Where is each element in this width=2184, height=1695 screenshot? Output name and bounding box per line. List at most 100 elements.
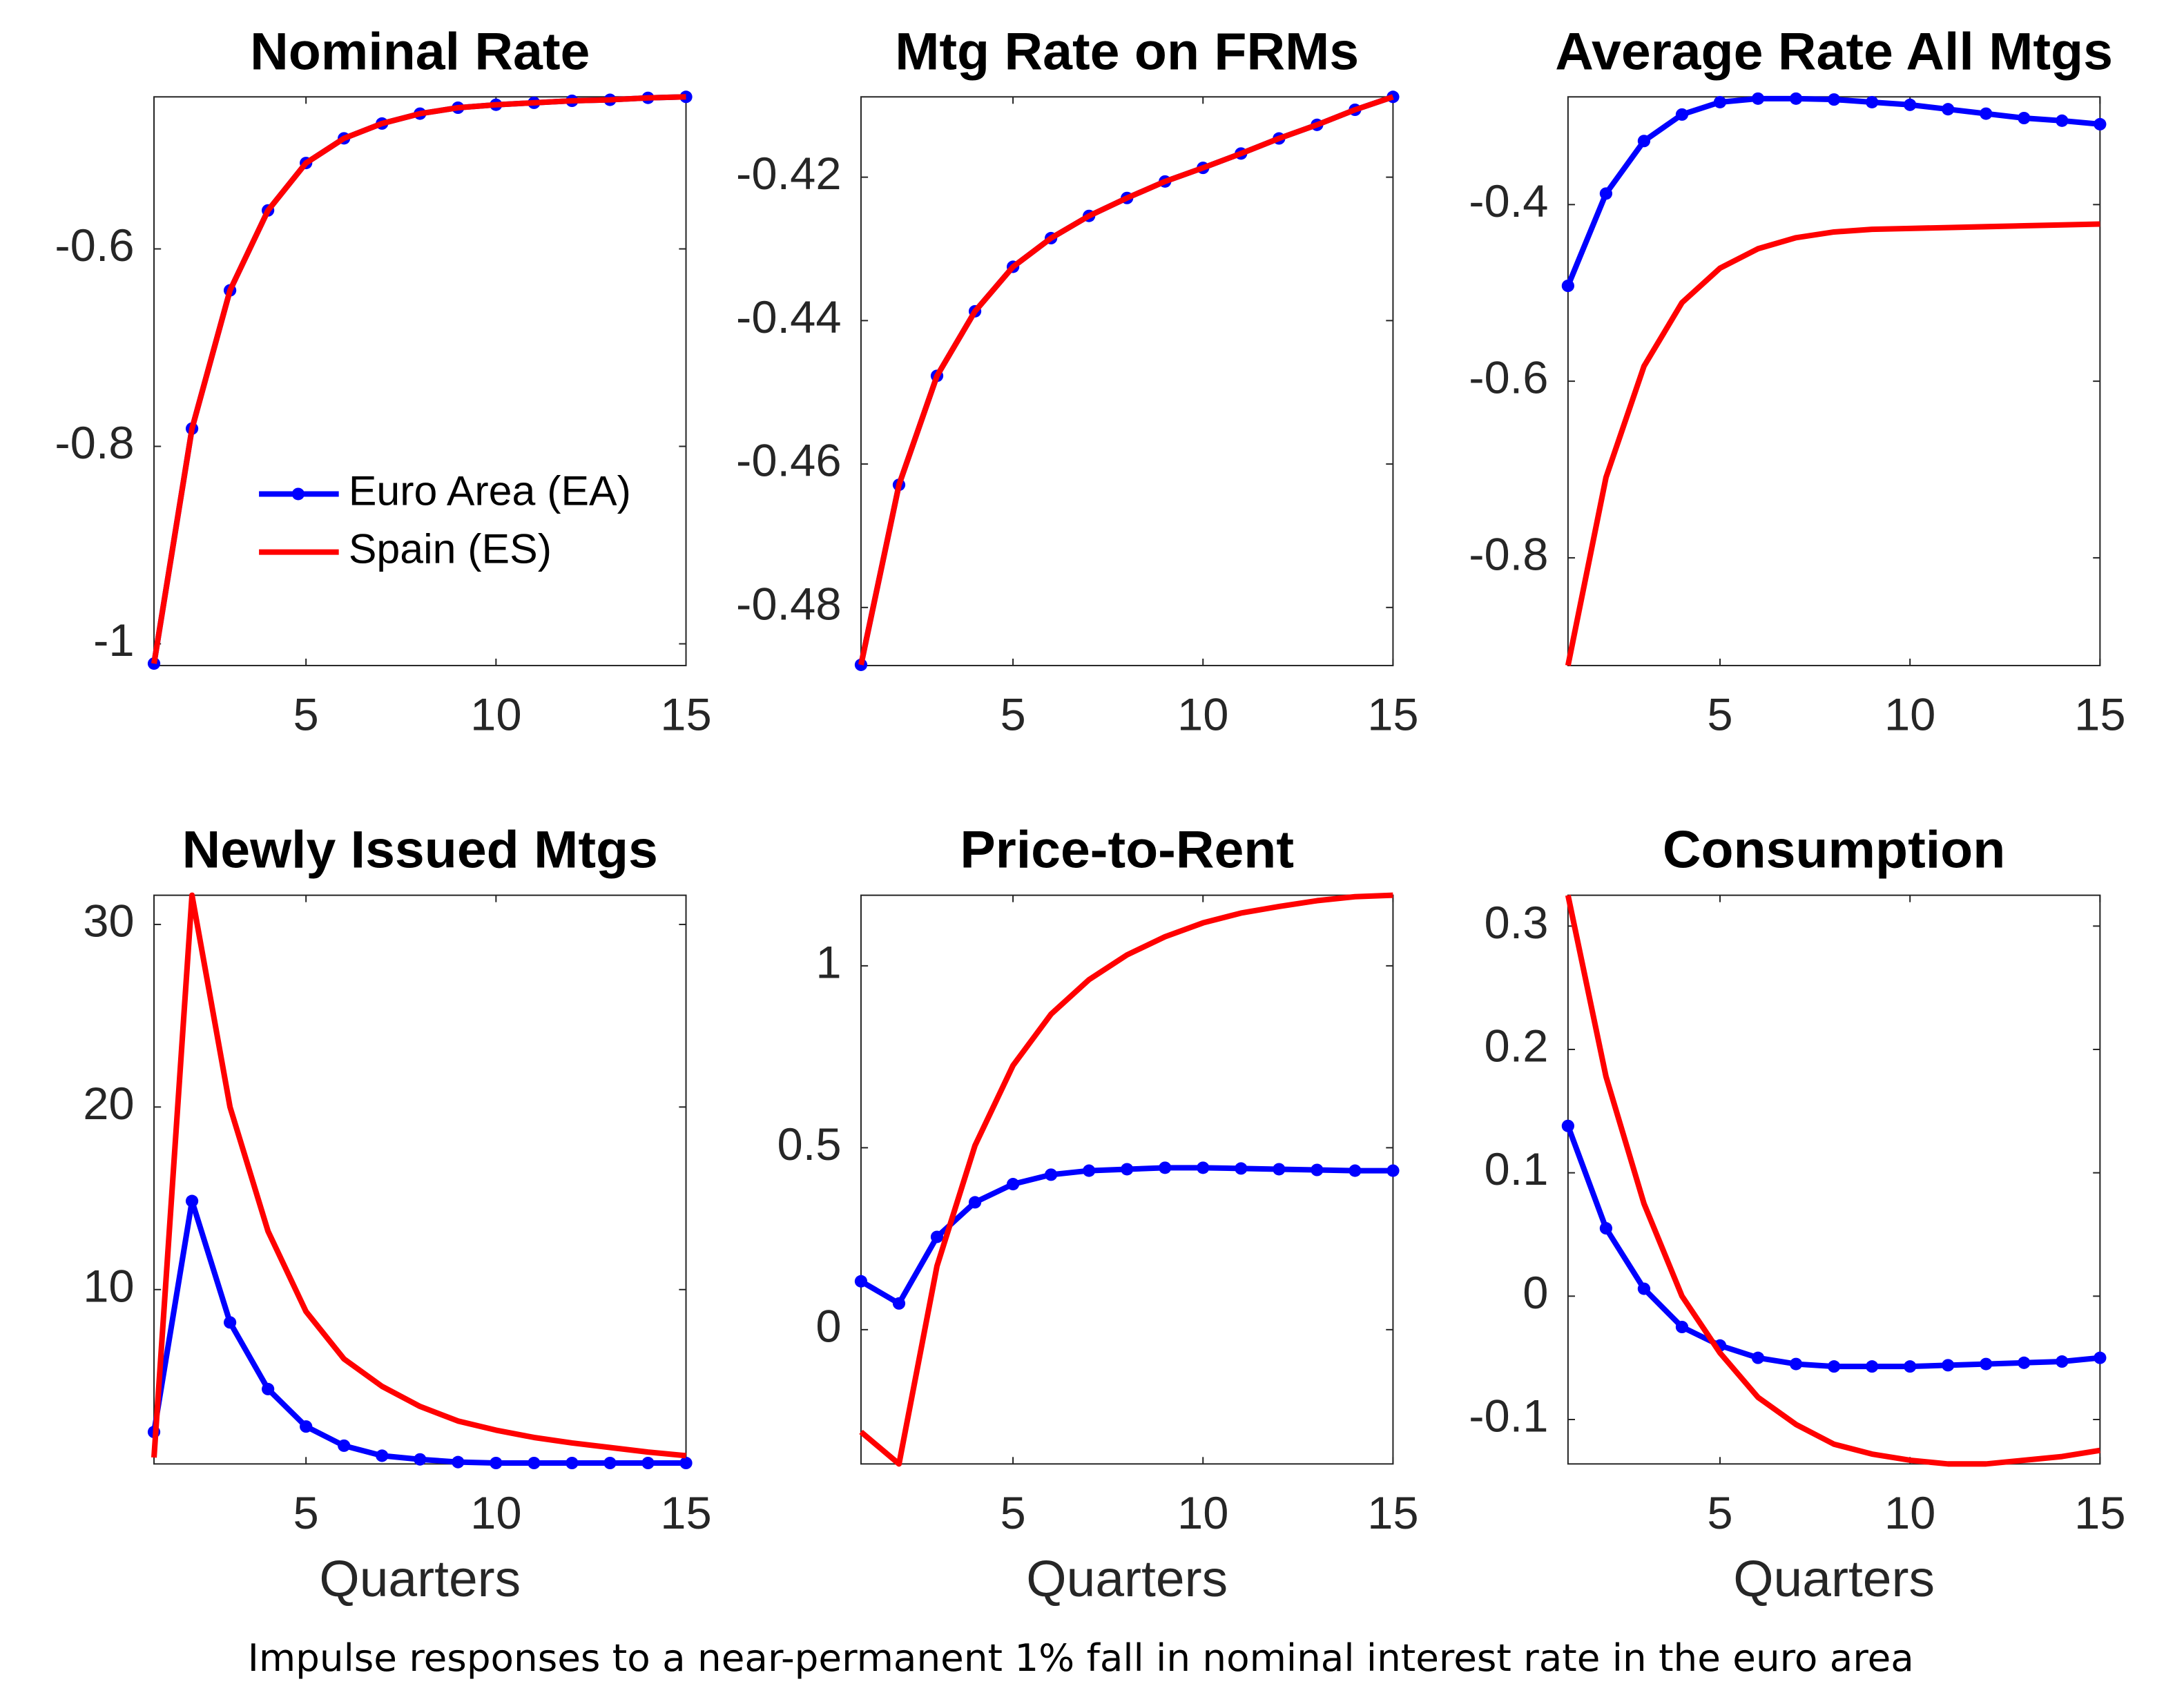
- x-tick-label: 15: [660, 690, 711, 741]
- x-tick-label: 5: [1000, 1488, 1025, 1539]
- marker: [1599, 1222, 1613, 1235]
- y-tick-label: 0.2: [1484, 1021, 1548, 1072]
- x-tick-label: 10: [1177, 1488, 1228, 1539]
- panel: Nominal Rate 5 10 15 -1 -0.8 -0.6 Euro Area (EA…: [55, 23, 711, 741]
- x-axis-label: Quarters: [1733, 1550, 1935, 1608]
- plot-area: [1567, 96, 2101, 666]
- marker: [679, 1456, 693, 1470]
- marker: [854, 1275, 868, 1288]
- x-tick-label: 5: [293, 690, 319, 741]
- marker: [892, 1297, 906, 1310]
- marker: [566, 1456, 579, 1470]
- marker: [185, 1194, 199, 1208]
- y-tick-label: 10: [83, 1261, 134, 1313]
- y-tick-label: -0.1: [1469, 1391, 1548, 1442]
- marker: [1006, 1178, 1020, 1191]
- marker: [1675, 1320, 1689, 1334]
- marker: [1349, 1164, 1362, 1177]
- chart-title: Consumption: [1663, 821, 2005, 880]
- marker: [1235, 1162, 1248, 1175]
- series-line: [1565, 221, 2100, 666]
- marker: [262, 1382, 275, 1395]
- y-tick-label: -0.42: [736, 148, 841, 200]
- marker: [2094, 117, 2107, 130]
- marker: [1942, 1359, 1955, 1372]
- y-tick-label: -0.6: [55, 220, 134, 271]
- marker: [1561, 279, 1574, 293]
- x-tick-label: 15: [1367, 1488, 1418, 1539]
- x-tick-label: 10: [1884, 690, 1935, 741]
- marker: [2094, 1351, 2107, 1364]
- marker: [223, 1316, 237, 1329]
- y-tick-label: 30: [83, 896, 134, 947]
- marker: [1942, 103, 1955, 116]
- x-tick-label: 15: [2074, 1488, 2125, 1539]
- marker: [1827, 1360, 1841, 1373]
- marker: [1561, 1119, 1574, 1132]
- marker: [338, 1439, 351, 1452]
- marker: [968, 1196, 982, 1209]
- marker: [1751, 92, 1765, 105]
- marker: [1789, 92, 1803, 105]
- series-line: [151, 892, 686, 1459]
- x-tick-label: 15: [2074, 690, 2125, 741]
- plot-area: [1567, 894, 2101, 1465]
- x-axis-label: Quarters: [1026, 1550, 1228, 1608]
- y-tick-label: 0.3: [1484, 898, 1548, 949]
- plot-area: [860, 894, 1394, 1465]
- chart-title: Average Rate All Mtgs: [1555, 23, 2113, 81]
- y-tick-label: 0: [815, 1301, 841, 1353]
- legend-label: Euro Area (EA): [349, 467, 631, 514]
- legend-label: Spain (ES): [349, 525, 552, 572]
- y-tick-label: 0: [1523, 1268, 1548, 1319]
- x-tick-label: 15: [1367, 690, 1418, 741]
- marker: [1904, 98, 1917, 111]
- marker: [1273, 1163, 1286, 1176]
- legend-marker: [291, 487, 305, 501]
- marker: [1637, 1282, 1651, 1295]
- marker: [603, 1456, 617, 1470]
- x-axis-label: Quarters: [319, 1550, 521, 1608]
- x-tick-label: 10: [470, 690, 521, 741]
- marker: [2018, 1356, 2031, 1369]
- marker: [2018, 111, 2031, 125]
- x-tick-label: 5: [293, 1488, 319, 1539]
- marker: [300, 1420, 313, 1433]
- x-tick-label: 15: [660, 1488, 711, 1539]
- marker: [1866, 95, 1879, 108]
- chart-title: Newly Issued Mtgs: [182, 821, 658, 880]
- plot-area: [153, 96, 687, 666]
- plot-area: [860, 96, 1394, 666]
- marker: [1789, 1357, 1803, 1370]
- marker: [679, 90, 693, 104]
- marker: [452, 1455, 465, 1469]
- y-tick-label: -0.48: [736, 579, 841, 630]
- marker: [2056, 114, 2069, 127]
- marker: [1044, 1168, 1058, 1181]
- y-tick-label: 0.5: [777, 1119, 842, 1170]
- marker: [528, 1456, 541, 1470]
- marker: [1675, 108, 1689, 121]
- y-tick-label: -0.4: [1469, 176, 1548, 227]
- marker: [1980, 1357, 1993, 1370]
- marker: [1637, 135, 1651, 148]
- marker: [1980, 107, 1993, 120]
- marker: [2056, 1355, 2069, 1368]
- plot-area: [153, 894, 687, 1465]
- panel: Mtg Rate on FRMs 5 10 15 -0.48 -0.46 -0.44 -0.4…: [736, 23, 1419, 741]
- marker: [1159, 1161, 1172, 1174]
- series-line: [859, 892, 1393, 1467]
- y-tick-label: -0.44: [736, 292, 841, 343]
- x-tick-label: 10: [1884, 1488, 1935, 1539]
- y-tick-label: -0.46: [736, 436, 841, 487]
- marker: [1827, 93, 1841, 106]
- x-tick-label: 5: [1707, 1488, 1732, 1539]
- marker: [1866, 1360, 1879, 1373]
- marker: [1311, 1163, 1324, 1176]
- x-tick-label: 5: [1000, 690, 1025, 741]
- marker: [641, 1456, 655, 1470]
- marker: [1751, 1351, 1765, 1364]
